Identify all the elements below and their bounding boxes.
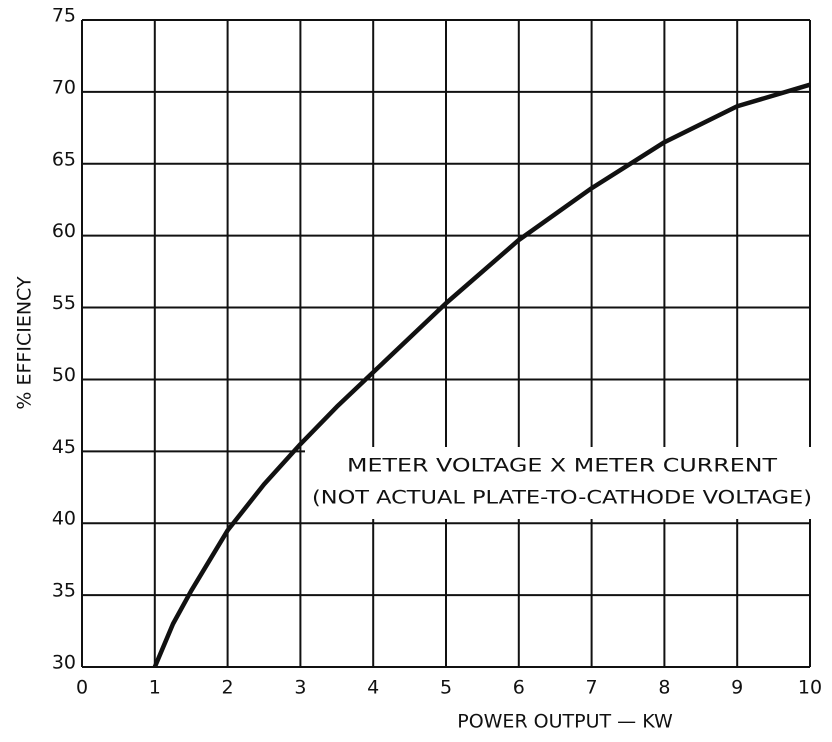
annotation-box [305, 447, 815, 519]
x-tick-label: 10 [798, 677, 822, 699]
y-tick-label: 40 [52, 508, 76, 530]
y-tick-label: 55 [52, 292, 76, 314]
y-tick-label: 70 [52, 76, 76, 98]
x-tick-label: 9 [731, 677, 743, 699]
y-tick-label: 50 [52, 364, 76, 386]
x-tick-label: 8 [658, 677, 670, 699]
y-tick-label: 35 [52, 580, 76, 602]
x-tick-label: 0 [76, 677, 88, 699]
x-tick-label: 5 [440, 677, 452, 699]
x-tick-label: 7 [586, 677, 598, 699]
x-tick-label: 6 [513, 677, 525, 699]
y-tick-label: 60 [52, 220, 76, 242]
y-axis-label: % EFFICIENCY [14, 276, 36, 410]
y-tick-label: 30 [52, 652, 76, 674]
x-tick-label: 2 [222, 677, 234, 699]
y-tick-label: 45 [52, 436, 76, 458]
annotation: METER VOLTAGE X METER CURRENT [347, 455, 777, 477]
x-tick-label: 4 [367, 677, 379, 699]
x-tick-label: 3 [294, 677, 306, 699]
x-axis-label: POWER OUTPUT — KW [457, 711, 673, 733]
x-tick-label: 1 [149, 677, 161, 699]
annotation: (NOT ACTUAL PLATE-TO-CATHODE VOLTAGE) [312, 487, 812, 509]
y-tick-label: 75 [52, 5, 76, 27]
line [152, 82, 811, 668]
y-tick-label: 65 [52, 148, 76, 170]
